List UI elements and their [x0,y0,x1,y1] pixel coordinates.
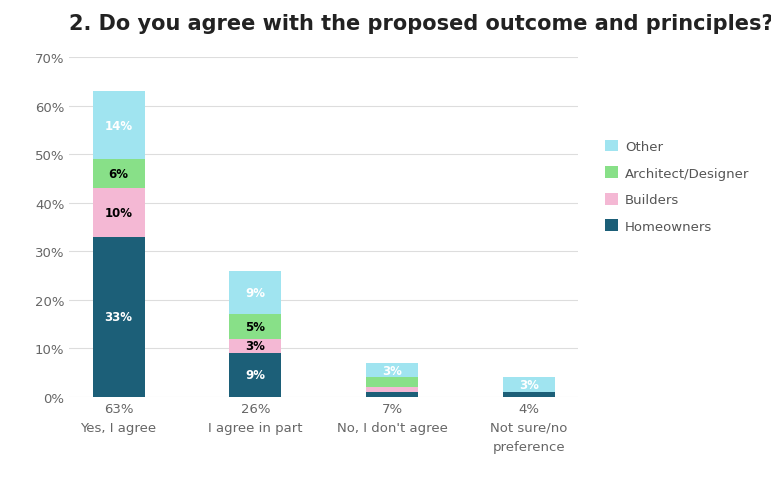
Text: 3%: 3% [382,364,402,377]
Bar [503,378,555,392]
Bar [93,189,144,237]
Bar [230,339,281,353]
Text: 9%: 9% [245,287,265,299]
Text: 2. Do you agree with the proposed outcome and principles?: 2. Do you agree with the proposed outcom… [69,14,771,34]
Bar [93,237,144,397]
Text: 10%: 10% [105,207,133,219]
Bar [230,271,281,315]
Text: 3%: 3% [245,340,265,352]
Text: 33%: 33% [105,311,133,323]
Bar [93,160,144,189]
Bar [366,387,418,392]
Text: 3%: 3% [519,378,539,391]
Bar [366,378,418,387]
Bar [366,363,418,378]
Bar [93,92,144,160]
Text: 14%: 14% [104,120,133,132]
Bar [503,392,555,397]
Text: 9%: 9% [245,369,265,381]
Legend: Other, Architect/Designer, Builders, Homeowners: Other, Architect/Designer, Builders, Hom… [605,140,749,233]
Text: 5%: 5% [245,320,265,333]
Bar [230,353,281,397]
Text: 6%: 6% [109,168,129,181]
Bar [230,315,281,339]
Bar [366,392,418,397]
